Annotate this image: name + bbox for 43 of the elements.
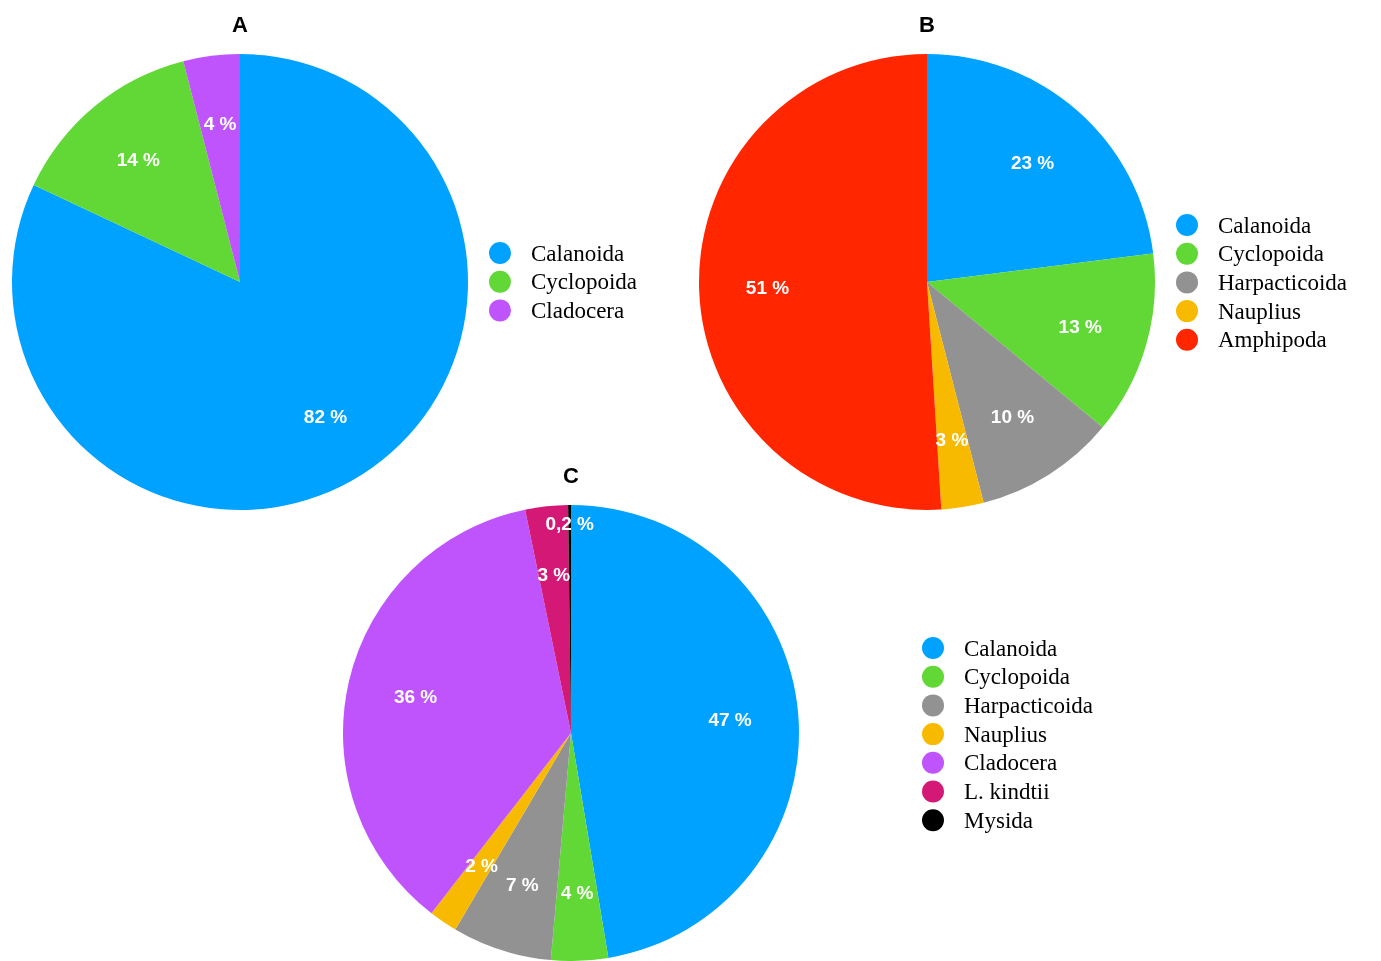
data-label: 14 % [116, 148, 161, 170]
legend-label: Cyclopoida [531, 269, 638, 295]
legend-label: Nauplius [1218, 298, 1302, 324]
data-label: 51 % [745, 276, 790, 298]
data-label: 13 % [1058, 316, 1103, 338]
legend-label: Cladocera [964, 750, 1058, 776]
legend-label: Calanoida [964, 635, 1058, 661]
pie-slice [571, 505, 799, 958]
legend-label: Amphipoda [1218, 327, 1327, 353]
pie-slice [550, 733, 609, 961]
pie-slice [927, 54, 1154, 282]
legend-label: Harpacticoida [1218, 269, 1347, 295]
pie-slice [927, 282, 1103, 503]
legend-label: Nauplius [964, 721, 1048, 747]
chart-title: C [563, 463, 580, 488]
legend-label: Calanoida [1218, 212, 1312, 238]
chart-title: B [919, 12, 935, 37]
chart-title: A [232, 12, 249, 37]
legend-label: Cladocera [531, 297, 625, 323]
legend-label: Harpacticoida [964, 692, 1093, 718]
data-label: 4 % [203, 113, 237, 135]
data-label: 3 % [935, 429, 969, 451]
data-label: 36 % [393, 686, 438, 708]
pie-slice [183, 54, 240, 282]
data-label: 7 % [505, 874, 539, 896]
pie-slice [343, 509, 571, 914]
pie-slice [33, 61, 240, 282]
data-label: 23 % [1010, 151, 1055, 173]
pie-slice [455, 733, 571, 961]
pie-slice [525, 505, 571, 733]
pie-slice [431, 733, 571, 930]
legend-label: Cyclopoida [1218, 241, 1325, 267]
legend-label: Mysida [964, 807, 1033, 833]
legend-label: L. kindtii [964, 779, 1050, 804]
data-label: 47 % [708, 709, 752, 731]
pie-slice [927, 282, 984, 510]
pie-slice [927, 253, 1155, 428]
data-label: 4 % [560, 881, 594, 903]
data-label: 10 % [990, 406, 1035, 428]
legend-label: Calanoida [531, 240, 625, 266]
legend-label: Cyclopoida [964, 664, 1071, 690]
data-label: 82 % [303, 406, 348, 428]
pie-slice [12, 54, 468, 510]
